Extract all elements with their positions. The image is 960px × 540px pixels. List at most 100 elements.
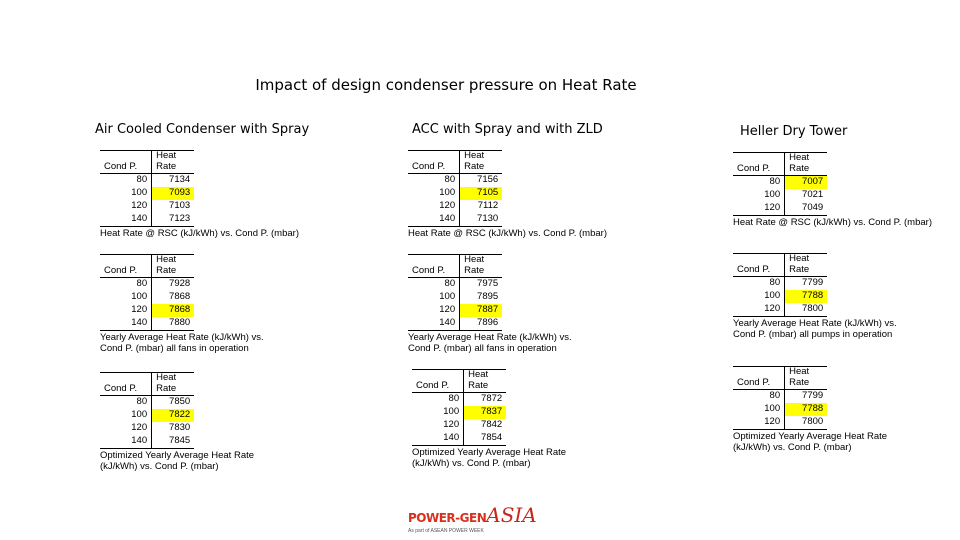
heat-rate-cell: 7868 — [151, 290, 195, 304]
table-row: 100 7788 — [733, 402, 828, 416]
heat-rate-cell: 7093 — [151, 186, 195, 200]
heat-rate-table: Cond P. Heat Rate 80 7007 100 7021 120 7… — [733, 152, 828, 216]
table-caption: Optimized Yearly Average Heat Rate (kJ/k… — [733, 431, 887, 454]
cond-p-cell: 80 — [448, 392, 460, 404]
heat-rate-cell: 7850 — [151, 395, 195, 409]
cond-p-cell: 120 — [733, 302, 785, 317]
table-header-row: Cond P. Heat Rate — [408, 150, 503, 174]
heat-rate-cell: 7868 — [151, 303, 195, 317]
cond-p-cell: 100 — [439, 290, 456, 302]
heat-rate-table-block: Cond P. Heat Rate 80 7975 100 7895 120 7… — [408, 254, 572, 355]
cond-p-cell: 80 — [136, 277, 148, 289]
heat-rate-table-block: Cond P. Heat Rate 80 7134 100 7093 120 7… — [100, 150, 299, 239]
table-header-row: Cond P. Heat Rate — [100, 254, 195, 278]
heat-rate-cell: 7975 — [459, 277, 503, 291]
caption-line2: Cond P. (mbar) all fans in operation — [408, 343, 557, 355]
table-caption: Yearly Average Heat Rate (kJ/kWh) vs. Co… — [408, 332, 572, 355]
heat-rate-table-block: Cond P. Heat Rate 80 7928 100 7868 120 7… — [100, 254, 264, 355]
heat-rate-cell: 7928 — [151, 277, 195, 291]
heat-rate-cell: 7799 — [784, 389, 828, 403]
table-row: 120 7842 — [412, 418, 507, 432]
table-caption: Heat Rate @ RSC (kJ/kWh) vs. Cond P. (mb… — [408, 228, 607, 239]
heat-rate-header: Heat Rate — [459, 254, 503, 278]
cond-p-cell: 100 — [131, 290, 148, 302]
heat-rate-header-line2: Rate — [789, 376, 810, 388]
table-row: 120 7800 — [733, 415, 828, 430]
heat-rate-cell: 7123 — [151, 212, 195, 227]
heat-rate-table-block: Cond P. Heat Rate 80 7872 100 7837 120 7… — [412, 369, 566, 470]
table-caption: Heat Rate @ RSC (kJ/kWh) vs. Cond P. (mb… — [733, 217, 932, 228]
caption-line1: Yearly Average Heat Rate (kJ/kWh) vs. — [100, 331, 264, 343]
table-row: 140 7130 — [408, 212, 503, 227]
cond-p-header: Cond P. — [100, 254, 152, 278]
column-heading: ACC with Spray and with ZLD — [412, 122, 603, 137]
table-row: 80 7799 — [733, 276, 828, 290]
heat-rate-cell: 7895 — [459, 290, 503, 304]
table-header-row: Cond P. Heat Rate — [100, 372, 195, 396]
cond-p-cell: 140 — [100, 212, 152, 227]
caption-line2: (kJ/kWh) vs. Cond P. (mbar) — [412, 458, 531, 470]
cond-p-cell: 140 — [100, 316, 152, 331]
table-row: 100 7895 — [408, 290, 503, 304]
table-caption: Optimized Yearly Average Heat Rate (kJ/k… — [412, 447, 566, 470]
cond-p-cell: 80 — [769, 175, 781, 187]
table-header-row: Cond P. Heat Rate — [733, 253, 828, 277]
cond-p-header: Cond P. — [408, 254, 460, 278]
cond-p-cell: 100 — [131, 186, 148, 198]
table-row: 100 7021 — [733, 188, 828, 202]
heat-rate-cell: 7837 — [463, 405, 507, 419]
caption-line2: Cond P. (mbar) all pumps in operation — [733, 329, 893, 341]
table-row: 100 7093 — [100, 186, 195, 200]
cond-p-cell: 140 — [100, 434, 152, 449]
heat-rate-table: Cond P. Heat Rate 80 7850 100 7822 120 7… — [100, 372, 195, 449]
table-row: 140 7854 — [412, 431, 507, 446]
heat-rate-header-line1: Heat — [156, 372, 177, 383]
heat-rate-cell: 7800 — [784, 302, 828, 317]
page-title: Impact of design condenser pressure on H… — [255, 76, 637, 94]
heat-rate-header-line1: Heat — [464, 254, 485, 265]
table-row: 120 7049 — [733, 201, 828, 216]
table-row: 80 7007 — [733, 175, 828, 189]
table-caption: Yearly Average Heat Rate (kJ/kWh) vs. Co… — [100, 332, 264, 355]
table-row: 140 7845 — [100, 434, 195, 449]
table-row: 120 7830 — [100, 421, 195, 435]
heat-rate-header-line2: Rate — [468, 379, 489, 391]
cond-p-cell: 80 — [444, 173, 456, 185]
caption-line1: Yearly Average Heat Rate (kJ/kWh) vs. — [733, 317, 897, 329]
table-row: 120 7103 — [100, 199, 195, 213]
cond-p-header: Cond P. — [100, 372, 152, 396]
cond-p-cell: 80 — [769, 389, 781, 401]
table-row: 140 7880 — [100, 316, 195, 331]
caption-line1: Optimized Yearly Average Heat Rate — [733, 430, 888, 442]
table-row: 100 7868 — [100, 290, 195, 304]
heat-rate-cell: 7112 — [459, 199, 503, 213]
caption-line2: (kJ/kWh) vs. Cond P. (mbar) — [100, 461, 219, 473]
heat-rate-header: Heat Rate — [151, 150, 195, 174]
column-heading: Heller Dry Tower — [740, 124, 848, 139]
cond-p-cell: 80 — [444, 277, 456, 289]
heat-rate-header: Heat Rate — [784, 253, 828, 277]
cond-p-cell: 140 — [408, 316, 460, 331]
table-row: 140 7123 — [100, 212, 195, 227]
cond-p-cell: 80 — [136, 173, 148, 185]
caption-line1: Optimized Yearly Average Heat Rate — [412, 446, 567, 458]
cond-p-cell: 120 — [443, 418, 460, 430]
table-row: 80 7850 — [100, 395, 195, 409]
heat-rate-header-line2: Rate — [156, 382, 177, 394]
table-row: 80 7799 — [733, 389, 828, 403]
table-row: 100 7788 — [733, 289, 828, 303]
heat-rate-cell: 7896 — [459, 316, 503, 331]
heat-rate-table-block: Cond P. Heat Rate 80 7850 100 7822 120 7… — [100, 372, 254, 473]
table-caption: Yearly Average Heat Rate (kJ/kWh) vs. Co… — [733, 318, 897, 341]
heat-rate-cell: 7788 — [784, 289, 828, 303]
logo-asia-text: ASIA — [486, 503, 537, 527]
table-row: 100 7837 — [412, 405, 507, 419]
heat-rate-cell: 7845 — [151, 434, 195, 449]
heat-rate-header: Heat Rate — [459, 150, 503, 174]
heat-rate-header-line1: Heat — [789, 152, 810, 163]
caption-line1: Heat Rate @ RSC (kJ/kWh) vs. Cond P. (mb… — [100, 227, 299, 239]
heat-rate-table: Cond P. Heat Rate 80 7975 100 7895 120 7… — [408, 254, 503, 331]
heat-rate-header-line2: Rate — [156, 160, 177, 172]
heat-rate-table-block: Cond P. Heat Rate 80 7799 100 7788 120 7… — [733, 253, 897, 341]
heat-rate-cell: 7007 — [784, 175, 828, 189]
